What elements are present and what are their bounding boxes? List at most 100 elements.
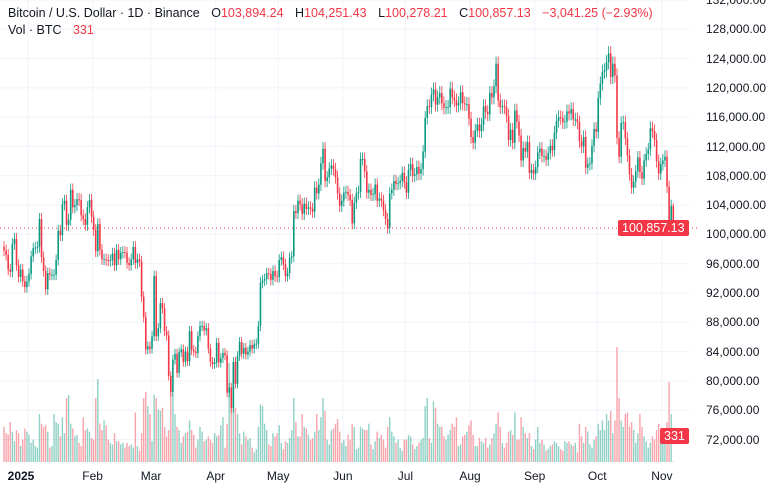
- candle-body: [484, 106, 487, 113]
- time-tick-label: Apr: [206, 469, 225, 483]
- candle-body: [226, 355, 228, 393]
- volume-bar: [443, 436, 445, 462]
- volume-bar: [266, 430, 268, 462]
- candle-body: [543, 156, 545, 158]
- candle-body: [365, 171, 368, 193]
- candle-body: [230, 387, 233, 409]
- candle-body: [441, 93, 443, 104]
- volume-bar: [668, 382, 670, 462]
- candle-body: [34, 247, 37, 249]
- candle-body: [539, 148, 541, 153]
- candle-body: [503, 106, 506, 108]
- volume-bar: [370, 444, 372, 462]
- volume-label[interactable]: Vol · BTC: [8, 23, 62, 37]
- volume-bar: [497, 412, 499, 462]
- candle-body: [86, 207, 89, 225]
- close-label: C: [459, 6, 469, 20]
- time-tick-label: 2025: [7, 469, 35, 483]
- volume-bar: [311, 438, 314, 462]
- candle-body: [643, 160, 645, 179]
- volume-bar: [284, 441, 287, 462]
- volume-bar: [255, 449, 257, 462]
- last-volume-tag: 331: [660, 428, 689, 444]
- volume-bar: [49, 447, 51, 462]
- high-value: 104,251.43: [304, 6, 367, 20]
- price-tick-label: 84,000.00: [706, 344, 760, 359]
- candle-body: [24, 281, 26, 288]
- candle-body: [322, 148, 324, 164]
- candle-body: [564, 121, 566, 123]
- volume-bar: [92, 439, 95, 462]
- volume-bar: [101, 430, 103, 462]
- time-tick-label: Aug: [459, 469, 481, 483]
- time-tick-label: Mar: [140, 469, 162, 483]
- candle-body: [336, 177, 339, 194]
- candle-body: [501, 106, 504, 108]
- candle-body: [497, 63, 499, 101]
- candle-body: [445, 106, 447, 108]
- volume-bar: [618, 398, 620, 462]
- volume-bar: [240, 444, 243, 462]
- volume-bar: [422, 438, 424, 462]
- volume-bar: [639, 414, 641, 462]
- candle-body: [657, 161, 660, 174]
- candle-body: [662, 160, 664, 165]
- volume-bar: [482, 442, 485, 462]
- volume-bar: [347, 434, 349, 462]
- candle-body: [434, 89, 437, 105]
- volume-bar: [63, 433, 66, 462]
- volume-bar: [338, 431, 341, 462]
- candle-body: [72, 189, 74, 208]
- candle-body: [265, 273, 268, 280]
- candle-body: [616, 75, 618, 138]
- candle-body: [493, 86, 495, 98]
- volume-bar: [17, 433, 20, 462]
- volume-bar: [351, 423, 353, 462]
- candle-body: [374, 184, 376, 195]
- volume-bar: [591, 447, 593, 462]
- volume-bar: [55, 422, 57, 462]
- candle-body: [340, 200, 343, 206]
- volume-bar: [407, 434, 410, 462]
- candle-body: [234, 361, 237, 384]
- candle-body: [528, 142, 531, 173]
- volume-bar: [111, 444, 114, 462]
- volume-bar: [13, 441, 16, 462]
- candle-body: [94, 230, 97, 252]
- candle-body: [88, 199, 91, 208]
- candle-body: [639, 157, 641, 173]
- candle-body: [272, 271, 274, 280]
- candle-body: [624, 122, 627, 139]
- candle-body: [405, 182, 408, 193]
- volume-bar: [147, 406, 149, 462]
- time-tick-label: May: [266, 469, 290, 483]
- candle-body: [463, 103, 466, 105]
- price-tick-label: 76,000.00: [706, 403, 760, 418]
- candle-body: [480, 124, 483, 132]
- volume-bar: [551, 444, 554, 462]
- volume-bar: [630, 422, 633, 462]
- volume-bar: [80, 446, 82, 462]
- volume-bar: [238, 433, 241, 462]
- volume-bar: [322, 398, 324, 462]
- volume-bar: [653, 439, 656, 462]
- candle-body: [40, 219, 43, 258]
- volume-bar: [243, 431, 245, 462]
- volume-bar: [589, 444, 591, 462]
- volume-bar: [59, 436, 61, 462]
- volume-bar: [190, 430, 193, 462]
- candle-body: [368, 189, 370, 193]
- volume-bar: [15, 430, 18, 462]
- volume-bar: [51, 446, 53, 462]
- volume-bar: [449, 430, 451, 462]
- volume-bar: [274, 436, 276, 462]
- price-tick-label: 124,000.00: [706, 51, 767, 66]
- candle-body: [553, 132, 556, 151]
- volume-bar: [647, 447, 649, 462]
- candle-body: [632, 181, 635, 188]
- symbol-title[interactable]: Bitcoin / U.S. Dollar · 1D · Binance: [8, 6, 200, 20]
- candle-body: [428, 106, 431, 108]
- volume-bar: [155, 398, 157, 462]
- candle-body: [155, 276, 158, 337]
